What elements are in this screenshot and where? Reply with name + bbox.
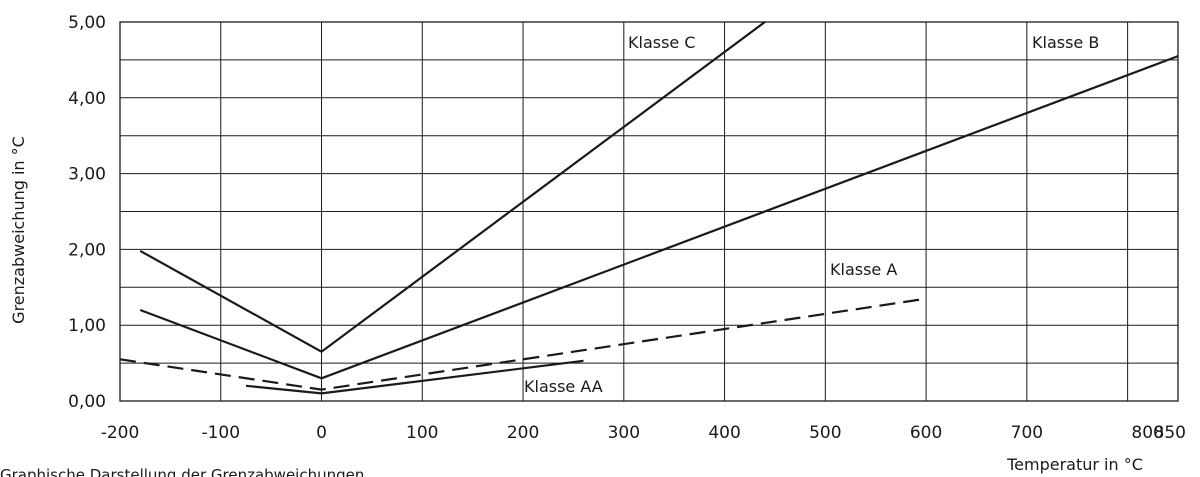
series-label-klasse-b: Klasse B: [1032, 33, 1099, 52]
series-lines: [119, 21, 1179, 395]
y-tick-label: 1,00: [68, 316, 106, 336]
series-line-klasse-a: [119, 297, 927, 391]
x-axis-label: Temperatur in °C: [1006, 455, 1143, 474]
series-line-klasse-b: [139, 55, 1179, 380]
y-tick-label: 4,00: [68, 89, 106, 109]
y-tick-label: 3,00: [68, 165, 106, 185]
x-tick-label: 300: [608, 423, 640, 443]
x-tick-label: 0: [316, 423, 327, 443]
x-tick-label: -100: [201, 423, 240, 443]
grid: [119, 21, 1179, 402]
y-tick-label: 5,00: [68, 13, 106, 33]
x-tick-label: 800: [1131, 423, 1163, 443]
series-label-klasse-a: Klasse A: [830, 260, 897, 279]
series-labels: Klasse C Klasse B Klasse A Klasse AA: [524, 33, 1099, 396]
y-axis-label: Grenzabweichung in °C: [9, 136, 28, 324]
x-tick-label: 100: [406, 423, 438, 443]
chart-caption: Graphische Darstellung der Grenzabweichu…: [0, 466, 364, 477]
x-tick-label: 200: [507, 423, 539, 443]
series-label-klasse-aa: Klasse AA: [524, 377, 603, 396]
series-line-klasse-c: [139, 21, 766, 354]
x-tick-label: 400: [708, 423, 740, 443]
y-tick-label: 0,00: [68, 392, 106, 412]
x-tick-label: 500: [809, 423, 841, 443]
x-tick-label: 600: [910, 423, 942, 443]
series-label-klasse-c: Klasse C: [628, 33, 696, 52]
x-tick-label: -200: [101, 423, 140, 443]
series-line-klasse-aa: [245, 359, 584, 395]
x-tick-label: 850: [1154, 423, 1186, 443]
y-tick-label: 2,00: [68, 240, 106, 260]
x-tick-label: 700: [1011, 423, 1043, 443]
